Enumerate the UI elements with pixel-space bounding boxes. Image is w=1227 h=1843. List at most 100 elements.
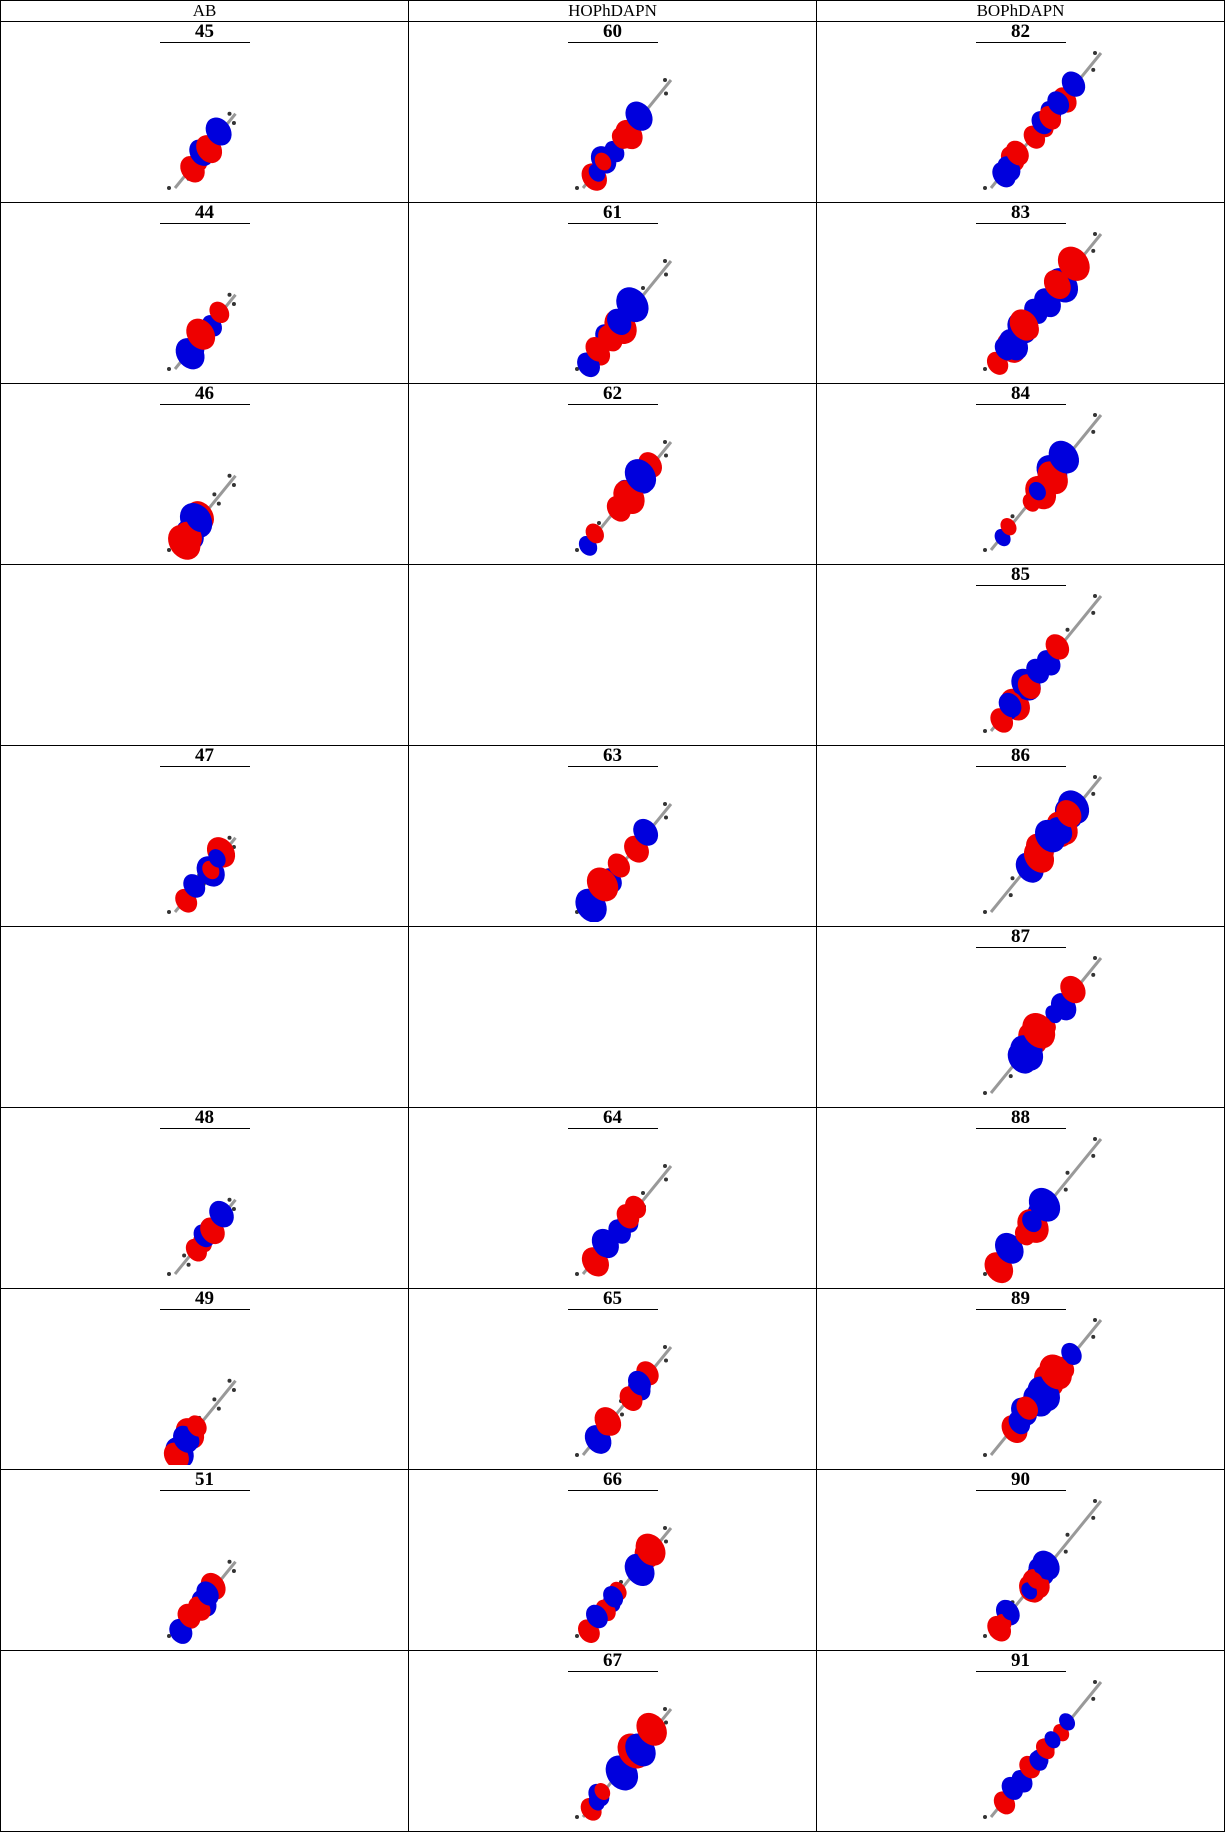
table-cell: 88 xyxy=(817,1108,1225,1289)
atom xyxy=(663,1707,667,1711)
column-header: HOPhDAPN xyxy=(409,1,817,22)
table-cell: 65 xyxy=(409,1289,817,1470)
table-cell: 66 xyxy=(409,1470,817,1651)
orbital-image xyxy=(105,224,305,379)
orbital-image xyxy=(513,767,713,922)
orbital-number: 45 xyxy=(160,22,250,43)
page: ABHOPhDAPNBOPhDAPN 456082446183466284854… xyxy=(0,0,1227,1843)
atom xyxy=(664,816,668,820)
table-cell: 86 xyxy=(817,746,1225,927)
atom xyxy=(1065,628,1069,632)
atom xyxy=(1091,1335,1095,1339)
atom xyxy=(1091,249,1095,253)
atom xyxy=(1091,611,1095,615)
table-row: 85 xyxy=(1,565,1225,746)
table-cell: 60 xyxy=(409,22,817,203)
atom xyxy=(182,1253,186,1257)
atom xyxy=(1091,430,1095,434)
table-cell: 89 xyxy=(817,1289,1225,1470)
orbital-image xyxy=(105,1491,305,1646)
table-row: 446183 xyxy=(1,203,1225,384)
atom xyxy=(1093,1318,1097,1322)
orbital-number: 47 xyxy=(160,746,250,767)
atom xyxy=(1093,1137,1097,1141)
orbital-image xyxy=(513,1129,713,1284)
atom xyxy=(1091,1697,1095,1701)
atom xyxy=(212,492,216,496)
table-cell: 48 xyxy=(1,1108,409,1289)
atom xyxy=(1091,1154,1095,1158)
atom xyxy=(983,1091,987,1095)
atom xyxy=(1093,956,1097,960)
orbital-image xyxy=(921,1310,1121,1465)
atom xyxy=(641,286,645,290)
atom xyxy=(1093,594,1097,598)
orbital-number: 84 xyxy=(976,384,1066,405)
atom xyxy=(575,1453,579,1457)
orbital-image xyxy=(513,1491,713,1646)
orbital-image xyxy=(921,586,1121,741)
atom xyxy=(231,1569,235,1573)
orbital-image xyxy=(105,1310,305,1465)
table-cell: 90 xyxy=(817,1470,1225,1651)
atom xyxy=(664,1540,668,1544)
orbital-image xyxy=(921,224,1121,379)
orbital-number: 44 xyxy=(160,203,250,224)
atom xyxy=(663,78,667,82)
atom xyxy=(227,1198,231,1202)
atom xyxy=(663,1526,667,1530)
atom xyxy=(231,1207,235,1211)
atom xyxy=(664,454,668,458)
table-cell: 62 xyxy=(409,384,817,565)
atom xyxy=(227,474,231,478)
table-cell: 61 xyxy=(409,203,817,384)
orbital-image xyxy=(921,1672,1121,1827)
atom xyxy=(575,548,579,552)
table-cell xyxy=(409,565,817,746)
atom xyxy=(1010,514,1014,518)
atom xyxy=(1008,1074,1012,1078)
atom xyxy=(167,367,171,371)
orbital-number: 51 xyxy=(160,1470,250,1491)
column-header: BOPhDAPN xyxy=(817,1,1225,22)
orbital-number: 62 xyxy=(568,384,658,405)
orbital-image xyxy=(513,43,713,198)
table-cell: 67 xyxy=(409,1651,817,1832)
atom xyxy=(1093,1499,1097,1503)
table-cell xyxy=(1,565,409,746)
atom xyxy=(1093,51,1097,55)
atom xyxy=(231,121,235,125)
table-row: 51 6690 xyxy=(1,1470,1225,1651)
table-cell: 87 xyxy=(817,927,1225,1108)
atom xyxy=(227,1379,231,1383)
atom xyxy=(983,548,987,552)
atom xyxy=(663,1164,667,1168)
atom xyxy=(167,186,171,190)
table-cell xyxy=(1,1651,409,1832)
table-cell xyxy=(1,927,409,1108)
orbital-number: 91 xyxy=(976,1651,1066,1672)
orbital-image xyxy=(105,1129,305,1284)
orbital-image xyxy=(921,767,1121,922)
atom xyxy=(227,836,231,840)
table-cell: 64 xyxy=(409,1108,817,1289)
atom xyxy=(227,1560,231,1564)
atom xyxy=(1093,775,1097,779)
atom xyxy=(1093,232,1097,236)
atom xyxy=(664,1178,668,1182)
atom xyxy=(212,1397,216,1401)
table-cell: 51 xyxy=(1,1470,409,1651)
orbital-number: 61 xyxy=(568,203,658,224)
atom xyxy=(983,1634,987,1638)
atom xyxy=(575,1815,579,1819)
atom xyxy=(227,293,231,297)
orbital-table: ABHOPhDAPNBOPhDAPN 456082446183466284854… xyxy=(0,0,1225,1832)
orbital-number: 48 xyxy=(160,1108,250,1129)
atom xyxy=(641,1191,645,1195)
atom xyxy=(216,502,220,506)
atom xyxy=(663,259,667,263)
atom xyxy=(597,521,601,525)
orbital-number: 89 xyxy=(976,1289,1066,1310)
